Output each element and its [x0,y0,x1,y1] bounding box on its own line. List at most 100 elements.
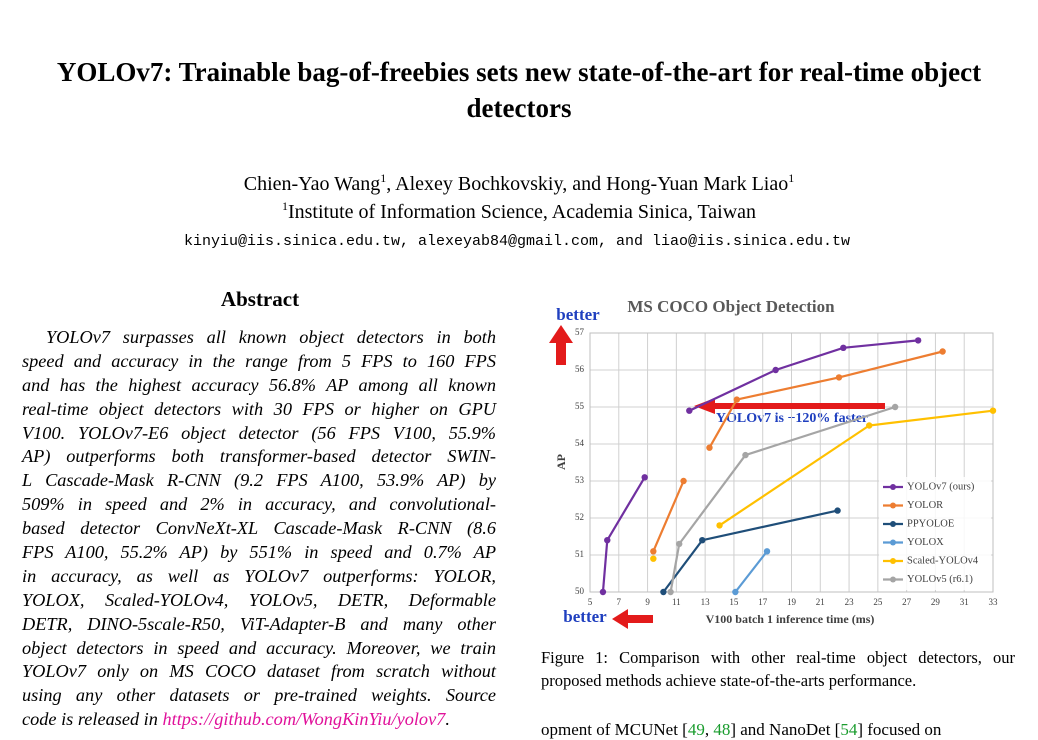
body-text: opment of MCUNet [49, 48] and NanoDet [5… [541,720,1021,740]
y-tick-label: 54 [575,438,585,448]
author-line: Chien-Yao Wang1, Alexey Bochkovskiy, and… [0,171,1038,196]
point [835,374,843,381]
point [733,396,741,403]
x-tick-label: 19 [787,597,797,607]
y-tick-label: 55 [575,401,585,411]
y-axis-label: AP [554,454,568,470]
text: code is released in [22,709,163,730]
text: ] and NanoDet [ [730,720,841,739]
legend-marker [890,521,896,527]
legend-box [879,477,991,590]
point [641,474,648,481]
point [834,507,841,514]
legend-marker [890,484,896,490]
abstract-heading: Abstract [220,287,300,311]
point [989,407,997,414]
legend-label: YOLOR [907,500,943,511]
citation: 48 [713,720,731,739]
point [604,537,611,544]
point [732,588,739,596]
x-axis-label: V100 batch 1 inference time (ms) [706,612,875,626]
x-tick-label: 11 [672,597,681,607]
affiliation-text: Institute of Information Science, Academ… [287,201,757,223]
plot-border [589,332,994,593]
legend-label: YOLOX [907,537,944,548]
point [763,548,771,555]
legend-label: YOLOv7 (ours) [907,481,975,492]
point [891,403,899,411]
point [742,451,749,459]
affiliation: 1Institute of Information Science, Acade… [0,199,1038,224]
annotation: better [563,607,607,626]
annotation: better [556,305,600,324]
author: Chien-Yao Wang [243,173,381,195]
x-tick-label: 29 [931,597,941,607]
text: . [445,709,450,730]
y-tick-label: 53 [575,475,585,485]
y-tick-label: 50 [575,586,585,596]
abstract-line: 509% in speed and 2% in accuracy, and co… [22,494,496,515]
abstract-line: V100. YOLOv7-E6 object detector (56 FPS … [22,422,496,443]
abstract-line: and has the highest accuracy 56.8% AP am… [22,374,496,395]
point [699,537,706,544]
point [866,422,873,429]
abstract-line: code is released in https://github.com/W… [22,708,496,732]
affiliation-mark: 1 [281,199,288,213]
abstract-line: based detector ConvNeXt-XL Cascade-Mask … [22,518,496,539]
abstract-line: YOLOv7 surpasses all known object detect… [46,327,496,347]
series-line [669,405,896,593]
link: https://github.com/WongKinYiu/yolov7 [162,709,446,730]
series-line [652,350,943,552]
affiliation-mark: 1 [788,171,795,185]
point [660,588,667,596]
abstract: YOLOv7 surpasses all known object detect… [22,326,496,732]
x-tick-label: 31 [960,597,969,607]
x-tick-label: 15 [729,597,739,607]
point [650,548,657,555]
arrow [694,398,885,414]
emails: kinyiu@iis.sinica.edu.tw, alexeyab84@gma… [183,233,851,250]
legend-marker [890,539,896,546]
abstract-line: using any other datasets or pre-trained … [22,685,496,706]
legend-marker [890,502,896,509]
paper-title: YOLOv7: Trainable bag-of-freebies sets n… [56,57,982,123]
point [667,588,674,596]
x-tick-label: 5 [588,597,593,607]
arrow [612,609,653,629]
point [706,444,713,451]
point [840,344,847,351]
point [680,477,687,485]
x-tick-label: 33 [989,597,999,607]
legend-label: Scaled-YOLOv4 [907,555,979,566]
abstract-line: in accuracy, as well as YOLOv7 outperfor… [22,565,496,586]
text: ] focused on [857,720,942,739]
legend-marker [890,558,896,564]
abstract-line: L Cascade-Mask R-CNN (9.2 FPS A100, 53.9… [22,470,496,491]
abstract-line: YOLOX, Scaled-YOLOv4, YOLOv5, DETR, Defo… [22,589,496,610]
abstract-line: FPS A100, 55.2% AP) by 551% in speed and… [22,542,496,563]
abstract-line: YOLOv7 only on MS COCO dataset from scra… [22,661,496,682]
chart-title: MS COCO Object Detection [627,297,835,316]
point [676,540,683,548]
abstract-line: object detectors in speed and accuracy. … [22,637,496,658]
abstract-line: DETR, DINO-5scale-R50, ViT-Adapter-B and… [22,613,496,634]
series-line [601,339,919,593]
figure-chart: MS COCO Object Detection better better Y… [549,297,999,629]
figure-caption: Figure 1: Comparison with other real-tim… [541,648,1015,690]
author: , Alexey Bochkovskiy, and Hong-Yuan Mark… [386,173,789,195]
text: , [704,720,714,739]
x-tick-label: 25 [873,597,883,607]
y-tick-label: 56 [575,364,585,374]
text: opment of MCUNet [ [541,720,688,739]
arrow [549,325,573,365]
legend-label: YOLOv5 (r6.1) [907,574,973,585]
point [599,588,607,596]
citation: 54 [840,720,858,739]
y-tick-label: 51 [575,549,584,559]
point [686,407,693,414]
affiliation-mark: 1 [380,171,387,185]
series-line [662,509,838,593]
point [772,366,779,374]
y-tick-label: 57 [575,327,585,337]
point [914,337,922,344]
